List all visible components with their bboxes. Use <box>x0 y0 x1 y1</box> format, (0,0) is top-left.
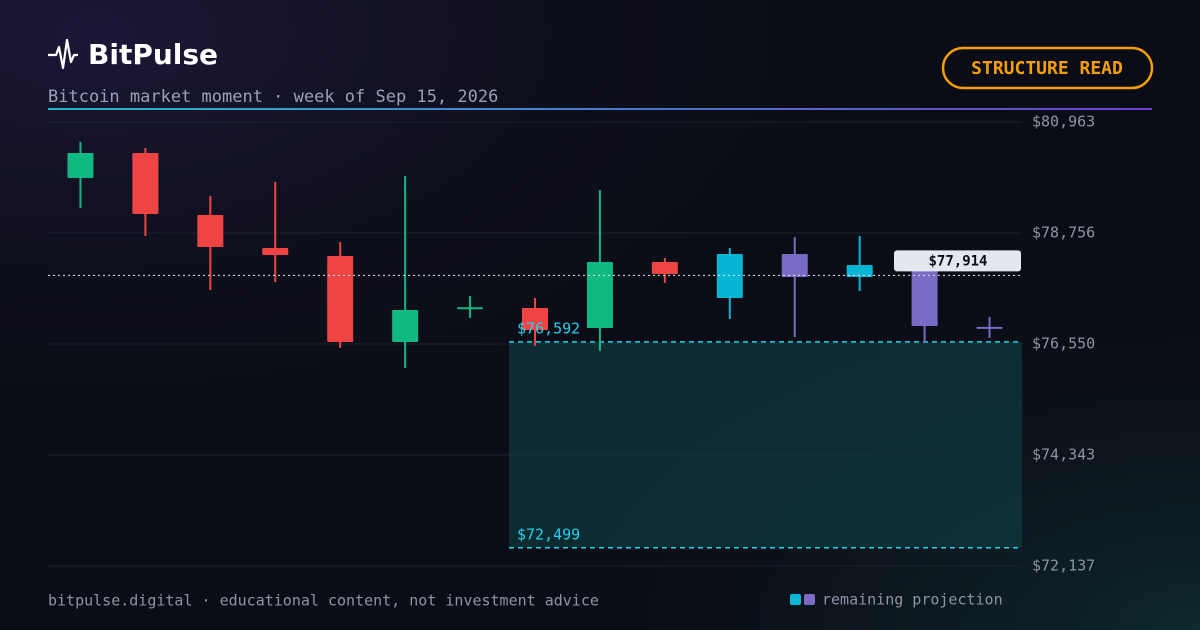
zone-label: $76,592 <box>517 319 580 337</box>
chart: $72,137 $74,343 $76,550 $78,756 $80,963 $76,5… <box>48 113 1095 609</box>
y-tick-label: $80,963 <box>1032 113 1095 131</box>
logo-icon <box>48 38 78 70</box>
candle-body <box>132 152 159 215</box>
candle-body <box>327 256 354 342</box>
footer: bitpulse.digital · educational content, … <box>48 592 599 610</box>
candle-body <box>651 262 678 274</box>
candle-body <box>457 307 484 310</box>
legend-label: remaining projection <box>822 591 1003 609</box>
candle-body <box>522 307 548 331</box>
candle-body <box>716 254 743 299</box>
y-tick-label: $72,137 <box>1032 557 1095 575</box>
y-tick-label: $74,343 <box>1032 446 1095 464</box>
y-tick-label: $76,550 <box>1032 335 1095 353</box>
header-rule <box>48 108 1152 110</box>
candle-body <box>976 326 1003 329</box>
structure-button-label[interactable]: STRUCTURE READ <box>971 58 1123 79</box>
y-tick-label: $78,756 <box>1032 224 1095 242</box>
candle-body <box>67 152 94 178</box>
candle-body <box>392 309 419 342</box>
brand: BitPulse <box>88 38 218 71</box>
candle-body <box>781 254 808 277</box>
structure-button[interactable] <box>941 46 1154 90</box>
candle-body <box>262 248 289 256</box>
price-tag <box>894 250 1021 272</box>
candle-body <box>586 262 613 329</box>
price-tag-label: $77,914 <box>928 253 987 269</box>
legend-swatch <box>790 594 801 605</box>
subtitle: Bitcoin market moment · week of Sep 15, … <box>48 87 498 107</box>
candle-body <box>846 265 873 277</box>
zone-label: $72,499 <box>517 525 580 543</box>
target-zone <box>509 341 1022 548</box>
legend-swatch <box>804 594 815 605</box>
candle-body <box>197 215 224 248</box>
candle-body <box>911 267 938 326</box>
